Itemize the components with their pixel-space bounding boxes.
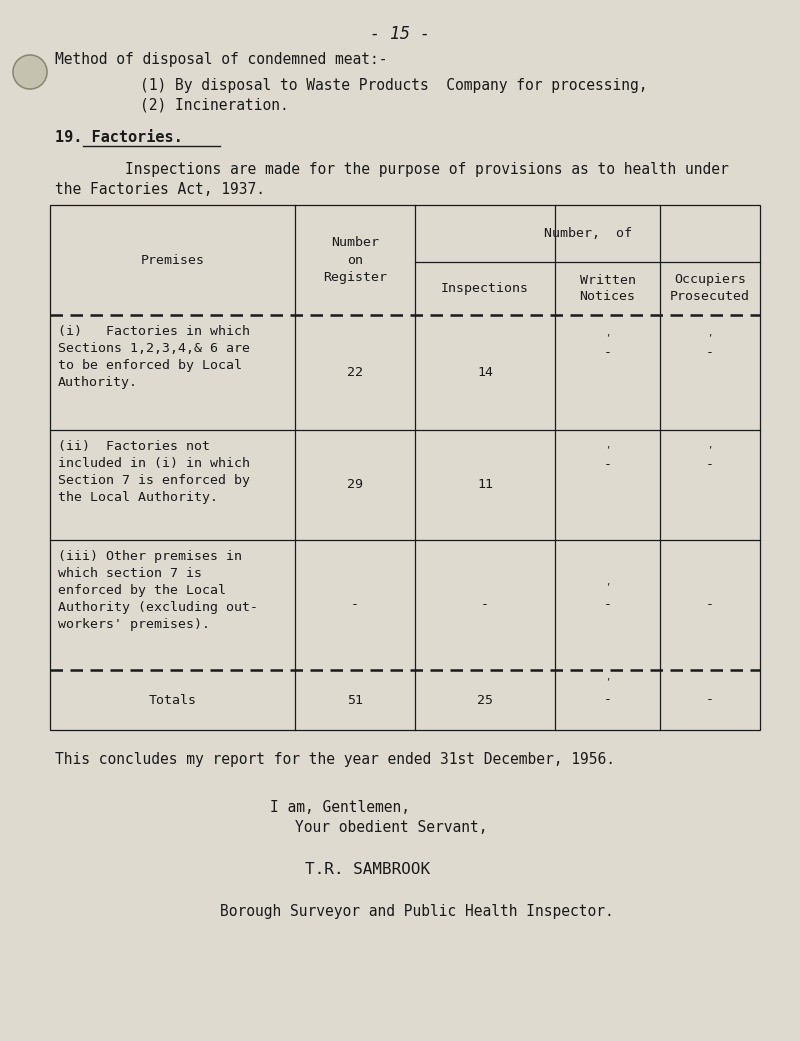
Bar — [50, 205, 760, 730]
Text: Inspections are made for the purpose of provisions as to health under: Inspections are made for the purpose of … — [55, 162, 729, 177]
Text: -: - — [603, 346, 611, 359]
Text: - 15 -: - 15 - — [370, 25, 430, 43]
Text: Your obedient Servant,: Your obedient Servant, — [295, 820, 487, 835]
Text: I am, Gentlemen,: I am, Gentlemen, — [270, 799, 410, 815]
Text: ’: ’ — [605, 446, 610, 455]
Text: Method of disposal of condemned meat:-: Method of disposal of condemned meat:- — [55, 52, 387, 67]
Text: -: - — [603, 599, 611, 611]
Text: 25: 25 — [477, 693, 493, 707]
Text: (ii)  Factories not
included in (i) in which
Section 7 is enforced by
the Local : (ii) Factories not included in (i) in wh… — [58, 440, 250, 504]
Text: ’: ’ — [605, 333, 610, 342]
Text: Totals: Totals — [149, 693, 197, 707]
Text: Inspections: Inspections — [441, 282, 529, 295]
Text: This concludes my report for the year ended 31st December, 1956.: This concludes my report for the year en… — [55, 752, 615, 767]
Text: 51: 51 — [347, 693, 363, 707]
Text: 19. Factories.: 19. Factories. — [55, 130, 182, 145]
Text: (i)   Factories in which
Sections 1,2,3,4,& 6 are
to be enforced by Local
Author: (i) Factories in which Sections 1,2,3,4,… — [58, 325, 250, 389]
Text: (1) By disposal to Waste Products  Company for processing,: (1) By disposal to Waste Products Compan… — [140, 78, 647, 93]
Text: (2) Incineration.: (2) Incineration. — [140, 98, 289, 113]
Text: -: - — [706, 599, 714, 611]
Text: ’: ’ — [707, 446, 713, 455]
Text: 22: 22 — [347, 366, 363, 379]
Text: Borough Surveyor and Public Health Inspector.: Borough Surveyor and Public Health Inspe… — [220, 904, 614, 919]
Text: -: - — [706, 458, 714, 472]
Text: T.R. SAMBROOK: T.R. SAMBROOK — [305, 862, 430, 877]
Text: 11: 11 — [477, 479, 493, 491]
Text: -: - — [706, 346, 714, 359]
Text: -: - — [706, 693, 714, 707]
Text: -: - — [603, 693, 611, 707]
Text: (iii) Other premises in
which section 7 is
enforced by the Local
Authority (excl: (iii) Other premises in which section 7 … — [58, 550, 258, 631]
Text: -: - — [481, 599, 489, 611]
Text: ’: ’ — [605, 678, 610, 686]
Text: ’: ’ — [707, 333, 713, 342]
Text: ’: ’ — [605, 583, 610, 591]
Text: Number,  of: Number, of — [543, 227, 631, 240]
Text: 14: 14 — [477, 366, 493, 379]
Text: the Factories Act, 1937.: the Factories Act, 1937. — [55, 182, 265, 197]
Text: -: - — [603, 458, 611, 472]
Text: 29: 29 — [347, 479, 363, 491]
Text: Written
Notices: Written Notices — [579, 274, 635, 304]
Text: Premises: Premises — [141, 254, 205, 266]
Text: -: - — [351, 599, 359, 611]
Text: Occupiers
Prosecuted: Occupiers Prosecuted — [670, 274, 750, 304]
Circle shape — [14, 56, 46, 88]
Text: Number
on
Register: Number on Register — [323, 236, 387, 283]
